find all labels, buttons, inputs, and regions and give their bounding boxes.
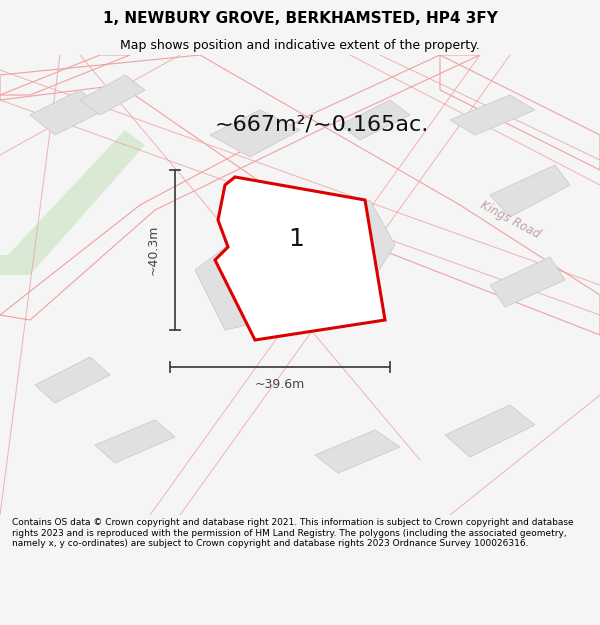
Text: ~40.3m: ~40.3m [146, 225, 160, 275]
Polygon shape [215, 177, 385, 340]
Text: Contains OS data © Crown copyright and database right 2021. This information is : Contains OS data © Crown copyright and d… [12, 518, 574, 548]
Polygon shape [340, 100, 410, 140]
Text: 1: 1 [288, 227, 304, 251]
Polygon shape [195, 200, 395, 330]
Polygon shape [315, 430, 400, 473]
Text: Kings Road: Kings Road [478, 199, 542, 241]
Text: ~667m²/~0.165ac.: ~667m²/~0.165ac. [215, 115, 429, 135]
Polygon shape [490, 257, 565, 307]
Polygon shape [35, 357, 110, 403]
Polygon shape [80, 75, 145, 115]
Polygon shape [210, 110, 300, 157]
Polygon shape [0, 130, 145, 275]
Polygon shape [450, 95, 535, 135]
Polygon shape [30, 90, 105, 135]
Text: ~39.6m: ~39.6m [255, 379, 305, 391]
Polygon shape [95, 420, 175, 463]
Text: Map shows position and indicative extent of the property.: Map shows position and indicative extent… [120, 39, 480, 51]
Text: 1, NEWBURY GROVE, BERKHAMSTED, HP4 3FY: 1, NEWBURY GROVE, BERKHAMSTED, HP4 3FY [103, 11, 497, 26]
Polygon shape [490, 165, 570, 217]
Polygon shape [445, 405, 535, 457]
